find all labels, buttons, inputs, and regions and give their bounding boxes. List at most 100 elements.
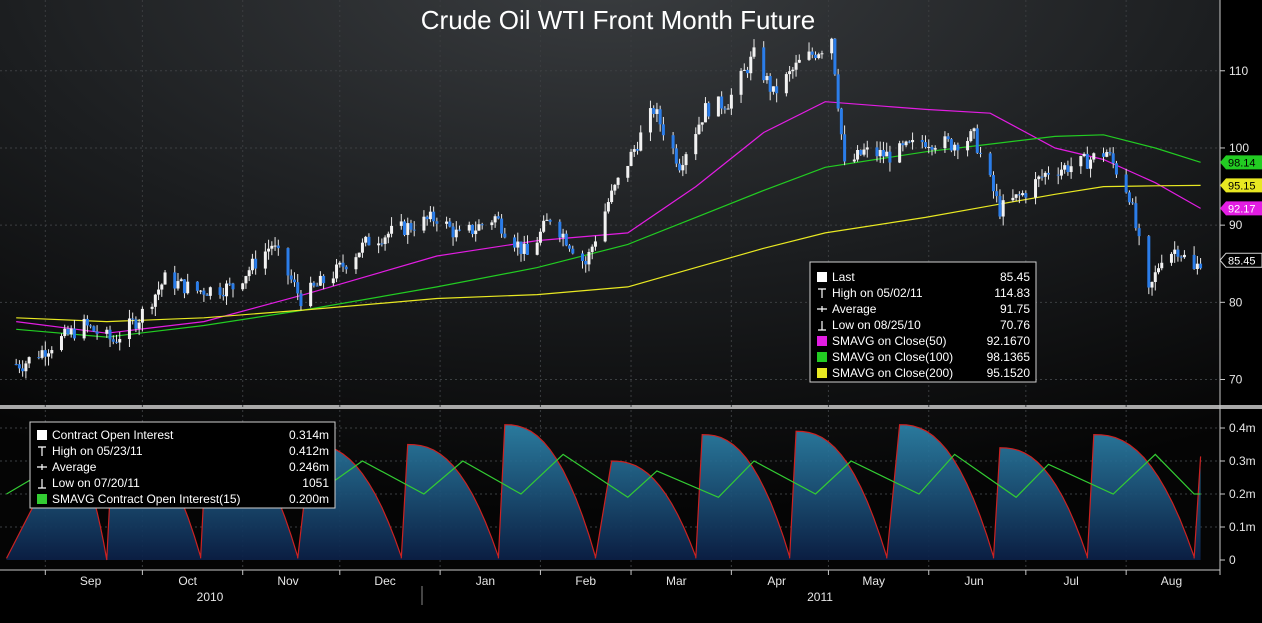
- candle-body: [111, 339, 115, 342]
- candle-body: [949, 139, 953, 151]
- candle-body: [383, 237, 387, 244]
- legend-label: SMAVG on Close(100): [832, 350, 953, 364]
- legend-label: Average: [832, 302, 877, 316]
- legend-value: 114.83: [994, 286, 1030, 300]
- legend-value: 91.75: [1000, 302, 1030, 316]
- price-legend-row: High on 05/02/11 114.83: [818, 286, 1030, 300]
- candle-body: [545, 219, 549, 221]
- x-month-label: Apr: [767, 574, 786, 588]
- candle-body: [1082, 153, 1086, 157]
- legend-swatch: [37, 494, 47, 504]
- candle-body: [1195, 263, 1199, 270]
- candle-body: [364, 236, 368, 243]
- candle-body: [267, 248, 271, 252]
- candle-body: [606, 202, 610, 212]
- candle-body: [47, 353, 51, 357]
- candle-body: [241, 283, 245, 290]
- candle-body: [862, 149, 866, 155]
- candle-body: [674, 148, 678, 164]
- candle-body: [561, 233, 565, 238]
- x-month-label: Nov: [277, 574, 298, 588]
- candle-body: [752, 47, 756, 57]
- candle-body: [797, 59, 801, 63]
- legend-high-marker: [38, 446, 46, 456]
- candle-body: [933, 148, 937, 150]
- candle-body: [580, 253, 584, 262]
- x-year-label: 2011: [807, 590, 833, 604]
- candle-body: [836, 74, 840, 109]
- candle-body: [636, 149, 640, 151]
- last-value-tag: 85.45: [1219, 252, 1262, 268]
- oi-legend-row: Contract Open Interest 0.314m: [37, 428, 329, 442]
- candle-body: [1111, 153, 1115, 164]
- candle-body: [1024, 193, 1028, 198]
- candle-body: [1137, 228, 1141, 237]
- legend-low-marker: [38, 479, 46, 489]
- oi-legend-row: High on 05/23/11 0.412m: [38, 444, 329, 458]
- price-y-tick-label: 70: [1229, 373, 1243, 387]
- candle-body: [878, 149, 882, 157]
- candle-body: [157, 289, 161, 295]
- legend-average-marker: [37, 464, 47, 470]
- candle-body: [37, 357, 41, 359]
- candle-body: [661, 124, 665, 136]
- candle-body: [432, 211, 436, 222]
- candle-body: [160, 284, 164, 290]
- candle-body: [678, 163, 682, 171]
- candle-body: [318, 275, 322, 286]
- candle-body: [1134, 203, 1138, 229]
- candle-body: [542, 220, 546, 232]
- candle-body: [881, 149, 885, 157]
- candle-body: [131, 318, 135, 320]
- candle-body: [108, 329, 112, 340]
- legend-label: SMAVG on Close(200): [832, 366, 953, 380]
- legend-label: High on 05/02/11: [832, 286, 923, 300]
- candle-body: [66, 328, 70, 335]
- price-y-tick-label: 110: [1229, 64, 1248, 78]
- candle-body: [474, 230, 478, 235]
- candle-body: [684, 154, 688, 166]
- candle-body: [390, 225, 394, 234]
- candle-body: [924, 142, 928, 148]
- candle-body: [425, 216, 429, 220]
- candle-body: [852, 159, 856, 162]
- candle-body: [558, 221, 562, 238]
- candle-body: [163, 272, 167, 285]
- candle-body: [1127, 192, 1131, 203]
- candle-body: [972, 128, 976, 132]
- candle-body: [1056, 174, 1060, 176]
- candle-body: [409, 223, 413, 230]
- candle-body: [82, 318, 86, 339]
- candle-body: [299, 293, 303, 307]
- candle-body: [991, 175, 995, 192]
- candle-body: [1169, 253, 1173, 263]
- price-y-tick-label: 90: [1229, 218, 1243, 232]
- price-y-tick-label: 80: [1229, 295, 1243, 309]
- candle-body: [1108, 152, 1112, 154]
- legend-value: 1051: [302, 476, 329, 490]
- candle-body: [309, 282, 313, 307]
- candle-body: [843, 134, 847, 162]
- candle-body: [92, 326, 96, 332]
- candle-body: [137, 322, 141, 329]
- candle-body: [244, 276, 248, 284]
- last-value-tag: 92.17: [1220, 201, 1262, 216]
- legend-label: SMAVG on Close(50): [832, 334, 947, 348]
- x-month-label: Mar: [666, 574, 687, 588]
- candle-body: [63, 328, 67, 337]
- candle-body: [943, 136, 947, 149]
- candle-body: [626, 165, 630, 178]
- candle-body: [208, 287, 212, 296]
- candle-body: [503, 233, 507, 238]
- oi-y-tick-label: 0.1m: [1229, 520, 1256, 534]
- candle-body: [195, 281, 199, 291]
- candle-body: [564, 233, 568, 246]
- candle-body: [59, 336, 63, 351]
- candle-body: [966, 141, 970, 151]
- candle-body: [1066, 165, 1070, 173]
- candle-body: [69, 328, 73, 335]
- candle-body: [386, 233, 390, 238]
- candle-body: [593, 241, 597, 247]
- candle-body: [898, 143, 902, 163]
